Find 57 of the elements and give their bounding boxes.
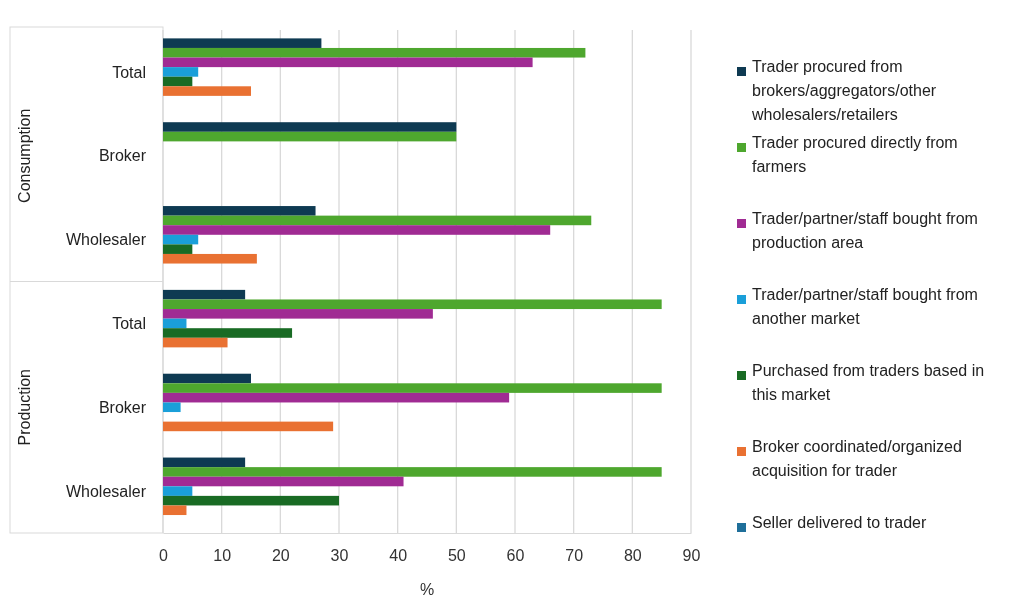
bar [163,505,187,516]
bar [163,215,592,226]
bar [163,402,181,413]
y-tick-label: Wholesaler [65,231,147,249]
legend-label: Trader/partner/staff bought from production area [752,210,978,251]
y-tick-label: Total [112,315,146,333]
bar [163,289,246,300]
x-tick-label: 0 [159,547,169,565]
x-tick-label: 10 [213,547,232,565]
bar [163,299,662,310]
legend-label: Seller delivered to trader [752,514,927,531]
bar [163,38,322,48]
bar [163,486,193,496]
bar [163,337,228,348]
legend-label: Trader/partner/staff bought from another market [752,286,978,327]
legend-label: Broker coordinated/organized acquisition for trader [752,438,962,479]
bar [163,206,316,216]
bar [163,309,433,319]
x-tick-label: 50 [447,547,466,565]
bar [163,76,193,87]
bar [163,234,199,245]
y-tick-label: Broker [98,398,147,416]
x-tick-label: 30 [330,547,349,565]
legend-label: Trader procured directly from farmers [752,134,958,175]
bar [163,383,662,393]
y-tick-label: Total [112,63,146,81]
bar [163,67,199,77]
bar [163,457,246,468]
x-tick-label: 20 [271,547,290,565]
bar [163,392,510,403]
text: Production [16,369,33,446]
x-axis-title: % [419,581,435,598]
bar [163,57,533,68]
bar [163,328,293,338]
bar [163,86,251,96]
x-tick-label: 80 [623,547,642,565]
y-tick-label: Wholesaler [65,482,147,500]
bar [163,47,586,58]
x-tick-label: 60 [506,547,525,565]
bar [163,244,193,254]
text: Consumption [16,108,33,203]
bar [163,495,339,506]
y-tick-label: Broker [98,147,147,165]
bar [163,318,187,329]
bar [163,476,404,487]
bar [163,225,551,235]
legend-label: Purchased from traders based in this market [752,362,985,403]
bar [163,122,457,132]
bar [163,131,457,142]
bar [163,373,251,384]
bar [163,467,662,477]
x-tick-label: 90 [682,547,701,565]
x-tick-label: 70 [565,547,584,565]
legend-label: Trader procured from brokers/aggregators/other wholesalers/retailers [751,58,937,123]
x-tick-label: 40 [389,547,408,565]
bar [163,421,334,432]
bar [163,253,257,264]
